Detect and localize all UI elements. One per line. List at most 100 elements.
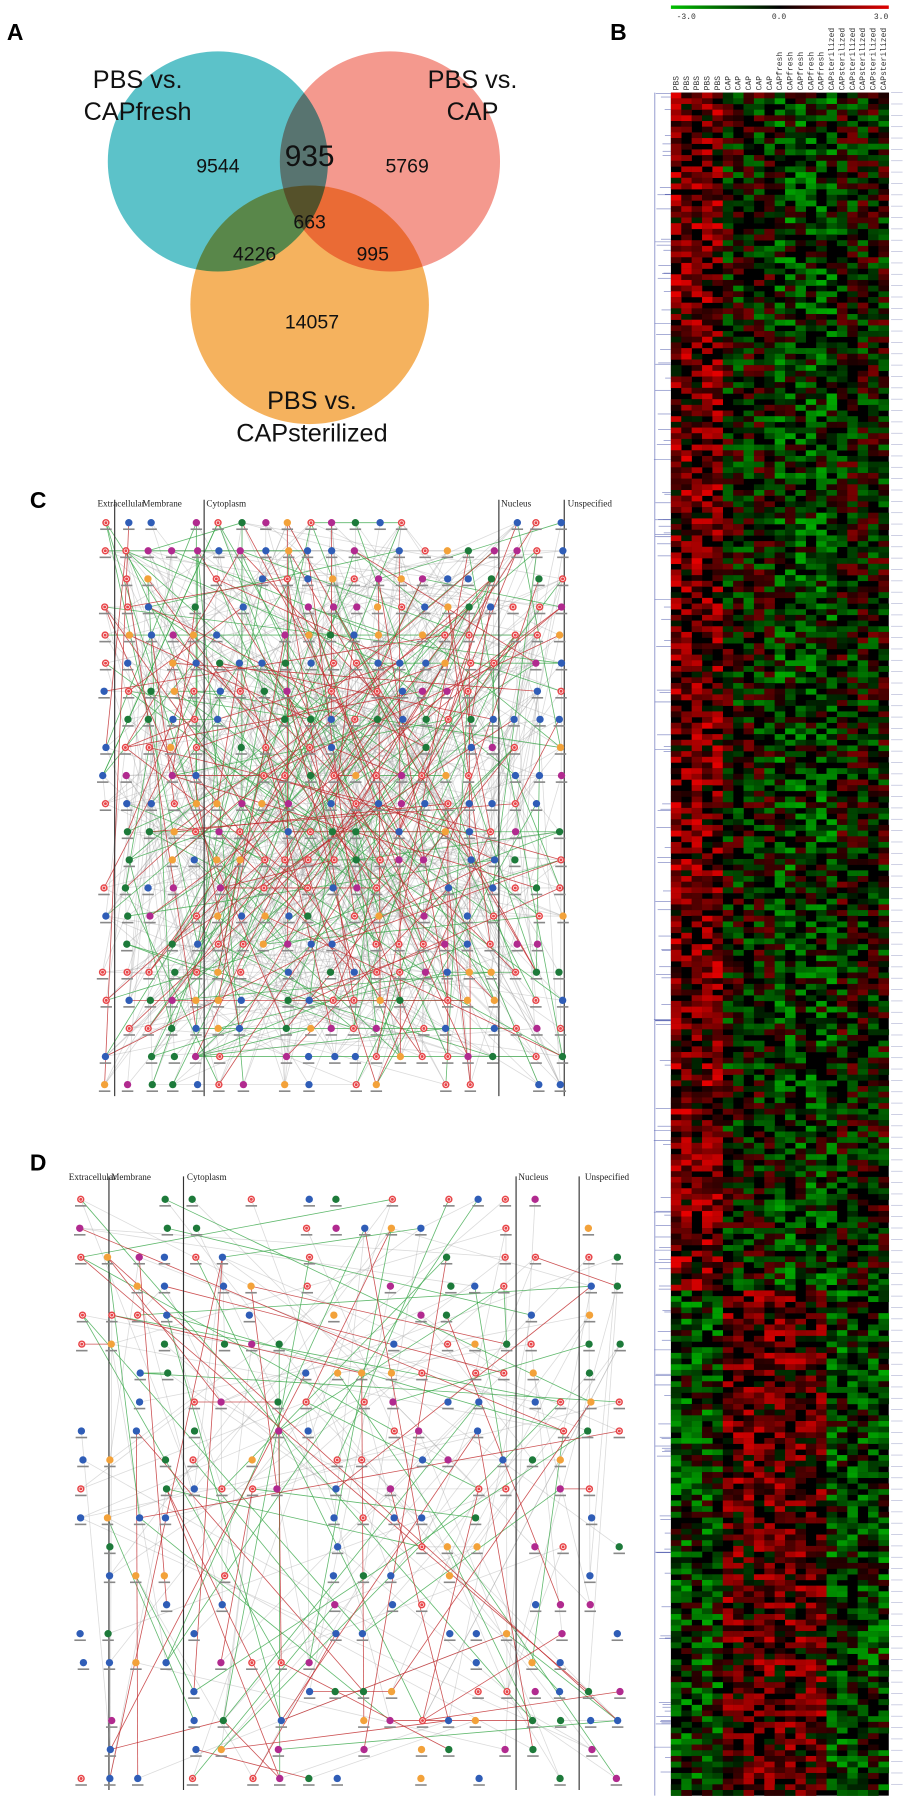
heatmap-cell: [805, 1642, 817, 1649]
heatmap-cell: [733, 507, 744, 513]
heatmap-cell: [805, 558, 817, 565]
heatmap-cell: [836, 1273, 848, 1280]
heatmap-cell: [795, 200, 807, 207]
heatmap-cell: [702, 274, 713, 281]
heatmap-cell: [868, 910, 879, 916]
heatmap-cell: [816, 705, 827, 712]
heatmap-cell: [826, 467, 838, 474]
heatmap-cell: [743, 711, 755, 718]
heatmap-cell: [712, 1347, 724, 1354]
heatmap-cell: [847, 938, 858, 945]
heatmap-cell: [712, 592, 724, 599]
heatmap-cell: [743, 1557, 755, 1564]
heatmap-cell: [774, 240, 786, 247]
heatmap-cell: [816, 1301, 827, 1308]
heatmap-cell: [816, 949, 827, 956]
heatmap-cell: [753, 472, 765, 479]
heatmap-cell: [774, 586, 786, 593]
heatmap-cell: [670, 1267, 682, 1274]
heatmap-cell: [847, 1199, 858, 1206]
heatmap-cell: [712, 734, 724, 741]
heatmap-cell: [753, 1403, 765, 1410]
heatmap-cell: [774, 155, 786, 161]
heatmap-cell: [774, 450, 786, 457]
heatmap-cell: [722, 722, 734, 729]
heatmap-cell: [681, 1398, 692, 1405]
heatmap-cell: [764, 597, 775, 604]
heatmap-cell: [847, 677, 858, 684]
heatmap-cell: [743, 700, 755, 706]
heatmap-cell: [681, 314, 692, 320]
heatmap-cell: [847, 1381, 858, 1388]
heatmap-cell: [816, 319, 827, 326]
heatmap-cell: [857, 109, 869, 116]
heatmap-cell: [774, 620, 786, 627]
heatmap-cell: [722, 1233, 734, 1240]
heatmap-cell: [722, 155, 734, 161]
heatmap-cell: [805, 1511, 817, 1518]
heatmap-cell: [774, 223, 786, 230]
heatmap-cell: [774, 711, 786, 718]
heatmap-cell: [878, 592, 890, 599]
heatmap-cell: [826, 433, 838, 440]
heatmap-cell: [743, 160, 755, 167]
heatmap-cell: [712, 314, 724, 320]
heatmap-cell: [826, 1386, 838, 1393]
heatmap-cell: [805, 643, 817, 650]
heatmap-cell: [712, 1193, 724, 1200]
heatmap-cell: [805, 1131, 817, 1138]
heatmap-cell: [712, 1534, 724, 1541]
heatmap-cell: [826, 1114, 838, 1121]
heatmap-cell: [857, 1137, 869, 1144]
heatmap-cell: [681, 1114, 692, 1121]
heatmap-cell: [702, 1477, 713, 1484]
heatmap-cell: [878, 643, 890, 650]
heatmap-cell: [733, 1131, 744, 1138]
heatmap-cell: [691, 1693, 703, 1700]
heatmap-cell: [702, 1744, 713, 1751]
heatmap-cell: [670, 1137, 682, 1144]
heatmap-cell: [743, 989, 755, 996]
heatmap-cell: [878, 149, 890, 156]
heatmap-cell: [743, 859, 755, 865]
heatmap-cell: [764, 115, 775, 122]
heatmap-cell: [857, 319, 869, 326]
heatmap-cell: [878, 478, 890, 485]
heatmap-cell: [670, 1318, 682, 1325]
heatmap-cell: [774, 1091, 786, 1098]
heatmap-cell: [774, 841, 786, 848]
heatmap-cell: [753, 1091, 765, 1098]
heatmap-cell: [857, 1676, 869, 1683]
heatmap-cell: [847, 773, 858, 780]
heatmap-cell: [774, 92, 786, 99]
heatmap-cell: [774, 938, 786, 945]
heatmap-cell: [681, 717, 692, 723]
heatmap-cell: [816, 1545, 827, 1552]
heatmap-cell: [681, 1165, 692, 1172]
heatmap-cell: [733, 637, 744, 644]
heatmap-cell: [847, 399, 858, 406]
heatmap-cell: [868, 1120, 879, 1127]
heatmap-cell: [753, 109, 765, 116]
heatmap-cell: [670, 382, 682, 389]
heatmap-cell: [743, 620, 755, 627]
heatmap-cell: [681, 1738, 692, 1745]
heatmap-cell: [836, 160, 848, 167]
heatmap-cell: [816, 683, 827, 689]
heatmap-cell: [868, 421, 879, 428]
heatmap-cell: [764, 228, 775, 235]
heatmap-cell: [816, 1687, 827, 1694]
heatmap-cell: [785, 495, 796, 502]
heatmap-cell: [691, 1137, 703, 1144]
heatmap-cell: [847, 1750, 858, 1757]
heatmap-cell: [847, 1273, 858, 1280]
heatmap-cell: [733, 240, 744, 247]
heatmap-cell: [691, 1324, 703, 1331]
heatmap-cell: [702, 1716, 713, 1723]
heatmap-cell: [826, 138, 838, 144]
heatmap-cell: [681, 1341, 692, 1348]
heatmap-cell: [691, 1097, 703, 1104]
heatmap-cell: [681, 688, 692, 695]
heatmap-cell: [753, 1006, 765, 1013]
heatmap-cell: [764, 121, 775, 127]
